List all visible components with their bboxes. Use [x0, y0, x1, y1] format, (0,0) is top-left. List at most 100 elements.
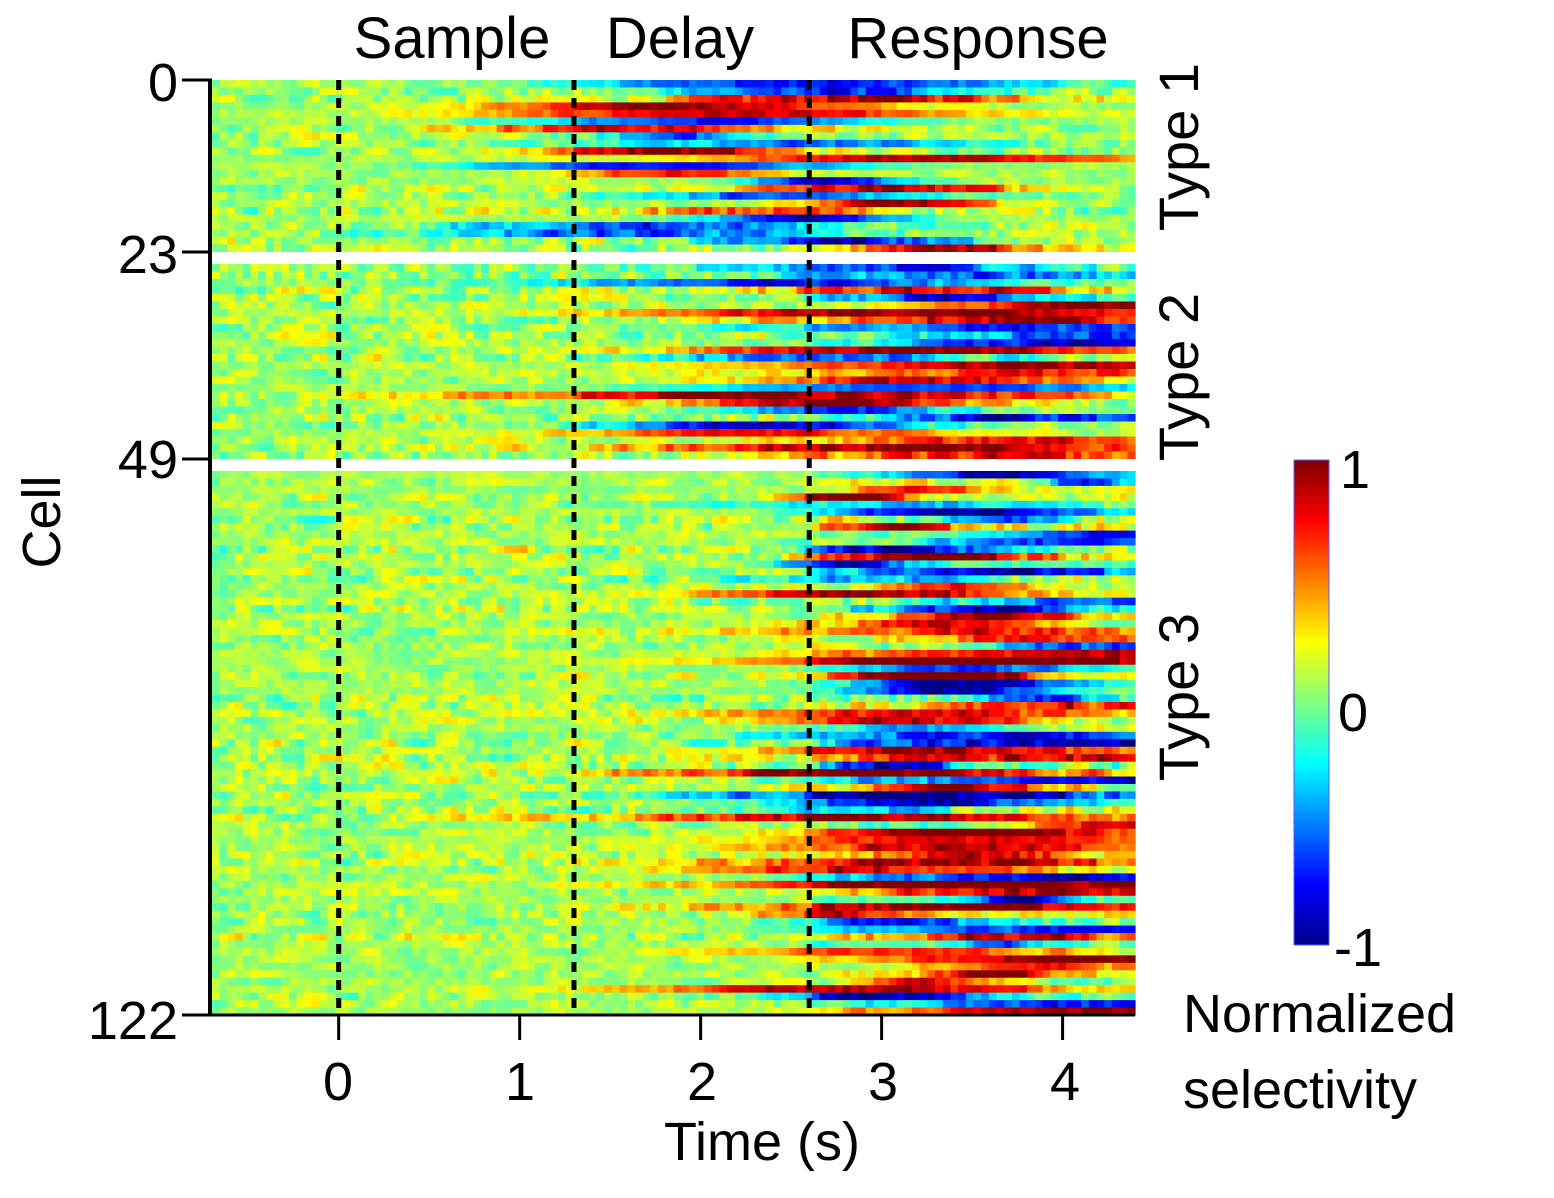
heatmap-cell [881, 294, 890, 303]
heatmap-cell [504, 324, 513, 333]
heatmap-cell [1119, 361, 1128, 370]
heatmap-cell [565, 192, 575, 201]
heatmap-cell [719, 169, 728, 178]
heatmap-cell [865, 294, 875, 303]
heatmap-cell [873, 199, 882, 208]
heatmap-cell [358, 316, 367, 325]
heatmap-cell [719, 391, 728, 400]
heatmap-cell [1027, 117, 1036, 126]
heatmap-cell [388, 169, 398, 178]
heatmap-cell [265, 214, 275, 223]
heatmap-cell [611, 94, 621, 104]
heatmap-cell [611, 214, 621, 223]
heatmap-cell [981, 331, 990, 340]
heatmap-cell [658, 279, 667, 288]
heatmap-cell [888, 309, 898, 318]
heatmap-cell [550, 207, 559, 216]
heatmap-cell [1019, 199, 1028, 208]
heatmap-cell [758, 102, 767, 111]
heatmap-cell [565, 316, 575, 325]
heatmap-cell [658, 309, 667, 318]
heatmap-cell [273, 301, 282, 310]
heatmap-cell [742, 391, 752, 400]
heatmap-cell [319, 132, 328, 141]
heatmap-cell [296, 162, 305, 171]
heatmap-cell [973, 117, 982, 126]
heatmap-cell [311, 102, 321, 111]
heatmap-cell [365, 162, 375, 171]
heatmap-cell [1019, 244, 1028, 253]
heatmap-cell [727, 294, 736, 303]
heatmap-cell [696, 286, 705, 295]
heatmap-cell [296, 94, 305, 104]
heatmap-cell [1119, 384, 1128, 393]
heatmap-cell [727, 316, 736, 325]
heatmap-cell [750, 94, 759, 104]
heatmap-cell [927, 184, 936, 193]
heatmap-cell [1111, 87, 1121, 96]
heatmap-cell [819, 139, 828, 148]
heatmap-cell [796, 214, 805, 223]
heatmap-cell [481, 301, 490, 310]
heatmap-cell [573, 316, 582, 325]
heatmap-cell [635, 184, 644, 193]
heatmap-cell [711, 346, 721, 355]
heatmap-cell [1065, 222, 1075, 231]
heatmap-cell [1019, 339, 1028, 348]
heatmap-cell [488, 354, 498, 363]
heatmap-cell [842, 376, 852, 385]
heatmap-cell [681, 324, 690, 333]
heatmap-cell [665, 207, 675, 216]
heatmap-cell [581, 279, 590, 288]
heatmap-cell [781, 214, 790, 223]
heatmap-cell [896, 199, 905, 208]
heatmap-cell [581, 169, 590, 178]
heatmap-cell [235, 117, 244, 126]
heatmap-cell [381, 369, 390, 378]
heatmap-cell [535, 229, 544, 238]
heatmap-cell [411, 207, 421, 216]
heatmap-cell [481, 87, 490, 96]
heatmap-cell [381, 361, 390, 370]
heatmap-cell [596, 147, 605, 156]
heatmap-cell [435, 177, 444, 186]
heatmap-cell [681, 237, 690, 246]
heatmap-cell [288, 214, 298, 223]
heatmap-cell [965, 391, 975, 400]
heatmap-cell [942, 324, 951, 333]
heatmap-cell [1073, 199, 1082, 208]
heatmap-cell [535, 124, 544, 133]
heatmap-cell [388, 301, 398, 310]
heatmap-cell [396, 87, 405, 96]
heatmap-cell [1027, 309, 1036, 318]
heatmap-cell [827, 124, 836, 133]
heatmap-cell [504, 301, 513, 310]
heatmap-cell [381, 391, 390, 400]
heatmap-cell [250, 331, 259, 340]
heatmap-cell [996, 117, 1005, 126]
heatmap-cell [373, 229, 382, 238]
heatmap-cell [673, 264, 682, 273]
heatmap-cell [411, 222, 421, 231]
heatmap-cell [550, 169, 559, 178]
heatmap-cell [342, 154, 352, 163]
heatmap-cell [942, 301, 951, 310]
heatmap-cell [581, 369, 590, 378]
heatmap-cell [596, 222, 605, 231]
heatmap-cell [619, 199, 628, 208]
heatmap-cell [888, 346, 898, 355]
heatmap-cell [927, 316, 936, 325]
heatmap-cell [711, 361, 721, 370]
heatmap-cell [658, 286, 667, 295]
heatmap-cell [373, 369, 382, 378]
heatmap-cell [796, 271, 805, 280]
heatmap-cell [1088, 309, 1098, 318]
heatmap-cell [473, 361, 482, 370]
heatmap-cell [750, 237, 759, 246]
heatmap-cell [311, 346, 321, 355]
heatmap-cell [811, 264, 821, 273]
heatmap-cell [650, 207, 659, 216]
heatmap-cell [288, 154, 298, 163]
heatmap-cell [627, 324, 636, 333]
heatmap-cell [965, 207, 975, 216]
